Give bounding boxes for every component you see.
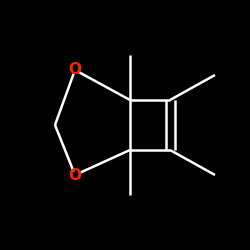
Text: O: O — [68, 168, 82, 182]
Text: O: O — [68, 62, 82, 78]
